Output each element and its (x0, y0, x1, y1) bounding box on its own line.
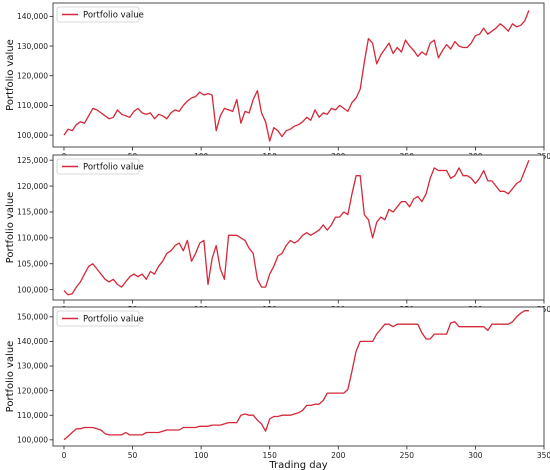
series-line-1 (63, 310, 529, 441)
y-tick-label: 130,000 (17, 42, 48, 51)
y-tick-label: 140,000 (17, 337, 48, 346)
y-tick-label: 150,000 (17, 313, 48, 322)
series-line-1 (63, 10, 530, 142)
legend-label: Portfolio value (83, 315, 144, 325)
x-tick-label: 50 (128, 451, 138, 460)
series-line-1 (63, 159, 530, 296)
x-axis-label: Trading day (268, 460, 327, 470)
plot-area (52, 2, 545, 148)
x-tick-label: 100 (194, 451, 209, 460)
y-tick-label: 125,000 (17, 156, 48, 165)
y-tick-label: 120,000 (17, 71, 48, 80)
y-tick-label: 100,000 (17, 436, 48, 445)
chart-panel-1: 050100150200250300350100,000110,000120,0… (5, 2, 550, 161)
y-tick-label: 120,000 (17, 182, 48, 191)
x-tick-label: 250 (400, 451, 415, 460)
legend-box (56, 310, 140, 327)
y-axis-label: Portfolio value (5, 39, 16, 111)
legend-box (56, 6, 140, 23)
x-tick-label: 150 (263, 451, 278, 460)
y-tick-label: 110,000 (17, 234, 48, 243)
chart-panel-2: 050100150200250300350100,000105,000110,0… (5, 154, 550, 314)
x-tick-label: 300 (468, 451, 483, 460)
x-tick-label: 200 (331, 451, 346, 460)
y-tick-label: 105,000 (17, 259, 48, 268)
y-tick-label: 100,000 (17, 131, 48, 140)
y-tick-label: 120,000 (17, 386, 48, 395)
y-axis-label: Portfolio value (5, 192, 16, 264)
plot-area (52, 154, 545, 301)
legend-box (56, 158, 140, 175)
y-axis-label: Portfolio value (5, 341, 16, 413)
legend: Portfolio value (56, 158, 144, 175)
x-tick-label: 0 (62, 451, 67, 460)
y-tick-label: 130,000 (17, 362, 48, 371)
y-tick-label: 140,000 (17, 12, 48, 21)
y-tick-label: 110,000 (17, 411, 48, 420)
y-tick-label: 100,000 (17, 285, 48, 294)
legend-label: Portfolio value (83, 163, 144, 173)
legend-label: Portfolio value (83, 11, 144, 21)
legend: Portfolio value (56, 310, 144, 327)
y-tick-label: 115,000 (17, 208, 48, 217)
plot-area (52, 306, 545, 447)
y-tick-label: 110,000 (17, 101, 48, 110)
legend: Portfolio value (56, 6, 144, 23)
chart-panel-3: 0 50 100 150 200 250 300 350 100,000 110,000 120,0… (5, 306, 550, 470)
x-tick-label: 350 (537, 451, 550, 460)
